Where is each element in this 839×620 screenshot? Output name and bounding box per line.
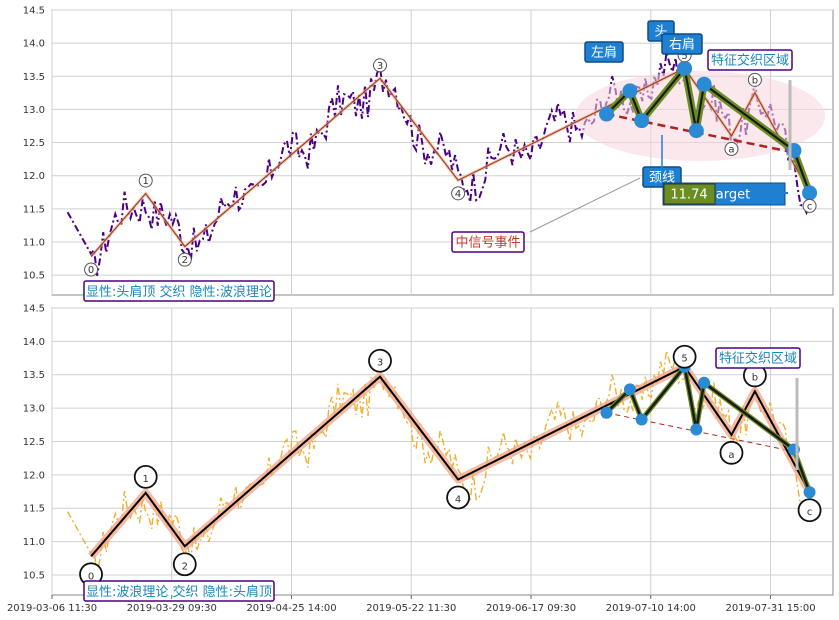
- wave-point-label: 4: [455, 189, 461, 200]
- wave-point-marker: [368, 348, 392, 373]
- target-value-box: [663, 183, 716, 205]
- top-panel: 10.5 11.0 11.5 12.0 12.5 13.0 13.5 14.0 14.5 0 1 2 3…: [23, 6, 834, 302]
- x-tick-label: 2019-06-17 09:30: [486, 603, 576, 614]
- wave-point-label: 0: [88, 571, 94, 582]
- wave-point-label: 3: [377, 61, 383, 72]
- x-tick-label: 2019-03-29 09:30: [127, 603, 217, 614]
- legend-text: 显性:波浪理论 交织 隐性:头肩顶: [86, 584, 272, 600]
- y-tick-label: 14.0: [23, 337, 45, 348]
- y-tick-label: 12.5: [23, 437, 45, 448]
- hs-point: [802, 185, 818, 201]
- hs-point: [634, 113, 650, 129]
- wave-point-label: c: [807, 201, 813, 212]
- y-tick-label: 11.0: [23, 537, 45, 548]
- wave-point-label: 5: [681, 354, 687, 365]
- wave-point-marker: [446, 485, 471, 510]
- feature-zone-label-box: [707, 49, 793, 71]
- wave-point-label: b: [752, 75, 758, 86]
- right-shoulder-label: 右肩: [669, 37, 695, 53]
- legend-box: [83, 280, 275, 302]
- wave-point-marker: [802, 198, 817, 213]
- wave-point-label: 4: [455, 495, 461, 506]
- x-tick-label: 2019-05-22 11:30: [366, 603, 456, 614]
- wave-point-label: 5: [681, 51, 687, 62]
- y-tick-label: 14.5: [23, 6, 45, 17]
- target-text: arget: [716, 188, 750, 203]
- y-tick-label: 13.5: [23, 370, 45, 381]
- wave-point-marker: [719, 440, 744, 465]
- y-tick-label: 12.0: [23, 470, 45, 481]
- y-tick-label: 10.5: [23, 271, 45, 282]
- wave-point-label: 1: [143, 176, 149, 187]
- mid-signal-label: 中信号事件: [455, 236, 520, 251]
- wave-point-label: b: [752, 372, 758, 383]
- y-tick-label: 13.5: [23, 72, 45, 83]
- right-shoulder-label-box: [661, 33, 703, 55]
- legend-box: [83, 580, 275, 602]
- wave-point-marker: [672, 344, 697, 369]
- signal-arrow: [529, 177, 641, 233]
- y-tick-label: 11.5: [23, 504, 45, 515]
- hs-point: [698, 376, 711, 389]
- wave-point-marker: [373, 58, 388, 73]
- feature-zone-label: 特征交织区域: [719, 351, 797, 367]
- y-tick-label: 12.5: [23, 138, 45, 149]
- bottom-panel: 10.5 11.0 11.5 12.0 12.5 13.0 13.5 14.0 14.5 0 1 2 3…: [23, 304, 834, 602]
- x-tick-label: 2019-04-25 14:00: [246, 603, 336, 614]
- wave-point-label: 1: [143, 474, 149, 485]
- y-tick-label: 11.5: [23, 204, 45, 215]
- x-tick-label: 2019-07-10 14:00: [606, 603, 696, 614]
- hs-point: [635, 413, 648, 426]
- hs-point: [622, 83, 638, 99]
- wave-point-label: 3: [377, 358, 383, 369]
- wave-point-label: c: [807, 507, 813, 518]
- wave-point-marker: [133, 464, 158, 489]
- feature-zone-label: 特征交织区域: [711, 53, 789, 69]
- x-tick-label: 2019-07-31 15:00: [725, 603, 815, 614]
- wave-line: [90, 67, 811, 257]
- hs-point: [677, 60, 693, 76]
- y-tick-label: 13.0: [23, 105, 45, 116]
- wave-point-marker: [724, 141, 739, 156]
- y-tick-label: 13.0: [23, 404, 45, 415]
- wave-point-label: 2: [182, 561, 188, 572]
- wave-point-marker: [84, 262, 99, 277]
- wave-point-label: 0: [88, 265, 94, 276]
- wave-point-marker: [747, 72, 762, 87]
- y-tick-label: 14.0: [23, 39, 45, 50]
- hs-point: [696, 76, 712, 92]
- left-shoulder-label-box: [584, 41, 624, 63]
- wave-point-marker: [177, 252, 192, 267]
- hs-point: [623, 383, 636, 396]
- hs-point: [690, 423, 703, 436]
- hs-point: [599, 106, 615, 122]
- wave-point-label: a: [728, 450, 734, 461]
- hs-point: [600, 406, 613, 419]
- hs-point: [688, 123, 704, 139]
- x-tick-label: 2019-03-06 11:30: [7, 603, 97, 614]
- wave-point-marker: [797, 498, 822, 523]
- y-tick-label: 14.5: [23, 304, 45, 315]
- feature-zone-label-box: [715, 347, 801, 369]
- left-shoulder-label: 左肩: [591, 45, 617, 61]
- mid-signal-label-box: [451, 231, 525, 253]
- hs-point: [803, 486, 816, 499]
- wave-point-label: 2: [182, 255, 188, 266]
- y-tick-label: 12.0: [23, 171, 45, 182]
- x-axis: 2019-03-06 11:30 2019-03-29 09:30 2019-04-…: [7, 595, 816, 614]
- wave-point-marker: [451, 186, 466, 201]
- y-tick-label: 10.5: [23, 570, 45, 581]
- legend-text: 显性:头肩顶 交织 隐性:波浪理论: [86, 284, 272, 300]
- wave-point-marker: [138, 173, 153, 188]
- wave-point-label: a: [728, 144, 734, 155]
- wave-point-marker: [172, 552, 197, 577]
- wave-line: [90, 365, 811, 557]
- y-tick-label: 11.0: [23, 237, 45, 248]
- target-value: 11.74: [670, 188, 707, 203]
